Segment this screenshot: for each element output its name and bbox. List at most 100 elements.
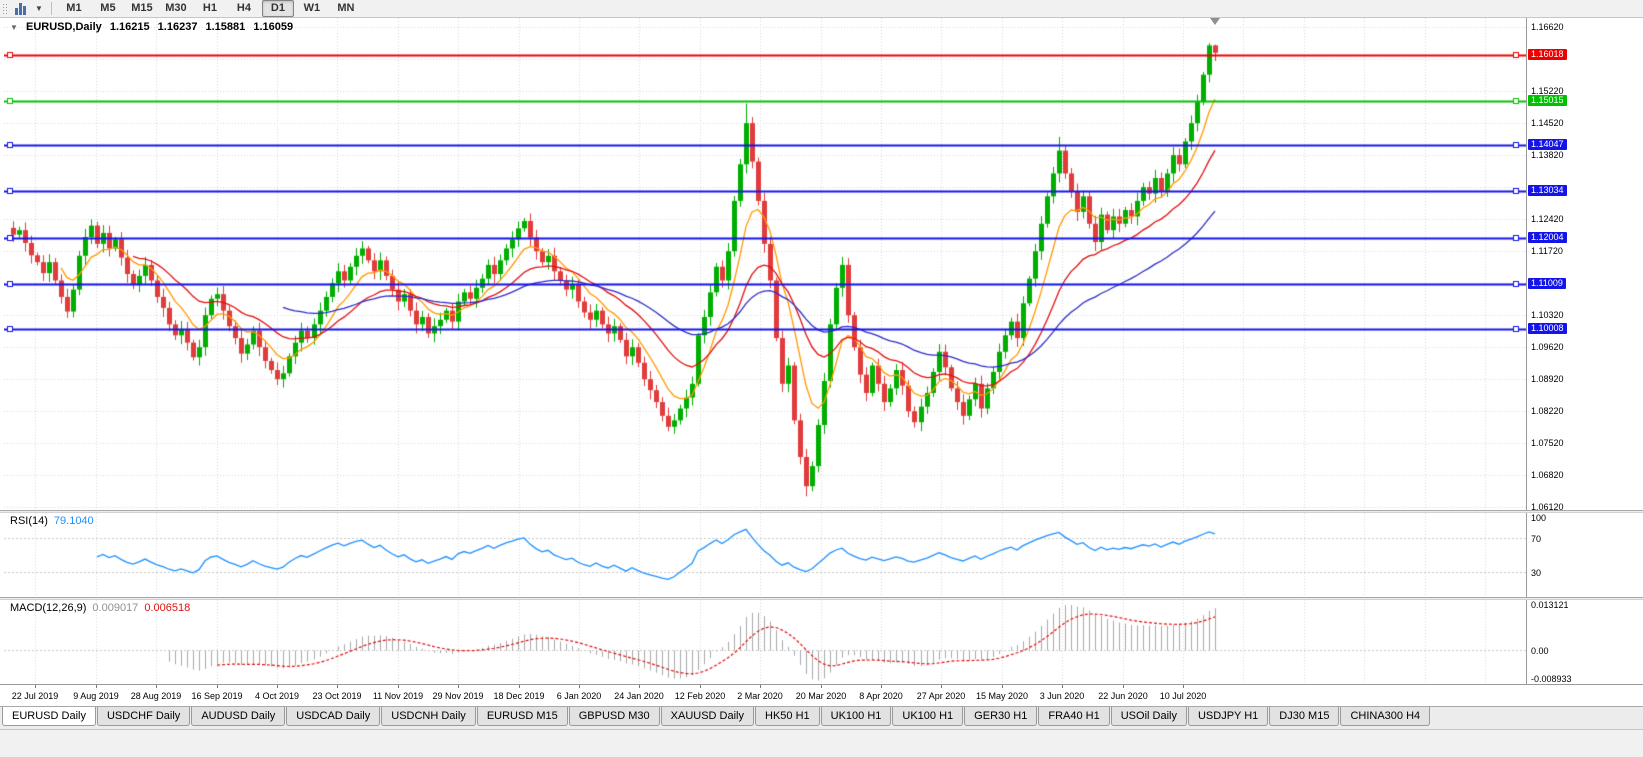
date-tick-label: 24 Jan 2020 [614,691,664,701]
timeframe-button-m1[interactable]: M1 [66,2,82,14]
main-chart-plot[interactable]: ▼ EURUSD,Daily 1.16215 1.16237 1.15881 1… [4,18,1526,510]
timeframe-button-mn[interactable]: MN [337,2,355,14]
price-tick-label: 1.09620 [1531,342,1564,353]
timeframe-button-w1[interactable]: W1 [303,2,321,14]
rsi-name: RSI(14) [10,515,48,527]
price-level-tag[interactable]: 1.14047 [1528,138,1567,150]
price-tick-label: 1.11720 [1531,246,1563,257]
chart-tab[interactable]: USDCNH Daily [381,707,476,726]
date-tick [277,685,278,688]
macd-plot[interactable]: MACD(12,26,9) 0.009017 0.006518 [4,600,1526,684]
price-tick-label: 1.08220 [1531,406,1564,417]
date-tick [639,685,640,688]
chart-tab[interactable]: EURUSD Daily [2,707,96,726]
date-tick [1183,685,1184,688]
rsi-panel: RSI(14) 79.1040 100 70 30 [0,513,1643,597]
date-tick-label: 18 Dec 2019 [493,691,545,701]
bar-icon-part [23,6,26,15]
price-tick-label: 1.16620 [1531,22,1564,33]
date-tick-label: 3 Jun 2020 [1039,691,1085,701]
date-tick-label: 12 Feb 2020 [674,691,726,701]
chart-tab[interactable]: USOil Daily [1110,707,1187,726]
dropdown-arrow-icon[interactable]: ▼ [35,4,43,13]
date-tick [881,685,882,688]
date-tick-label: 10 Jul 2020 [1159,691,1207,701]
date-tick-label: 9 Aug 2019 [73,691,119,701]
timeframe-button-h1[interactable]: H1 [202,2,217,14]
date-tick [96,685,97,688]
macd-name: MACD(12,26,9) [10,602,87,614]
date-tick [35,685,36,688]
date-tick [1123,685,1124,688]
main-chart-canvas[interactable] [4,18,1526,510]
macd-panel: MACD(12,26,9) 0.009017 0.006518 0.013121 0.… [0,600,1643,684]
bar-icon-part [19,3,22,15]
price-level-tag[interactable]: 1.16018 [1528,48,1567,60]
macd-canvas[interactable] [4,600,1526,684]
timeframe-button-h4[interactable]: H4 [236,2,251,14]
chart-ohlc-header: ▼ EURUSD,Daily 1.16215 1.16237 1.15881 1… [10,21,298,33]
one-click-trading-icon[interactable]: ▼ [10,23,18,32]
price-level-tag[interactable]: 1.12004 [1528,232,1567,244]
toolbar-drag-handle[interactable] [2,2,7,15]
price-level-tag[interactable]: 1.11009 [1528,277,1566,289]
price-level-tag[interactable]: 1.10008 [1528,323,1567,335]
date-tick-label: 22 Jul 2019 [11,691,59,701]
rsi-tick-label: 100 [1531,513,1547,523]
date-tick [941,685,942,688]
chart-tab[interactable]: UK100 H1 [820,707,892,726]
price-level-tag[interactable]: 1.13034 [1528,185,1567,197]
chart-type-icon[interactable] [13,2,33,15]
macd-label: MACD(12,26,9) 0.009017 0.006518 [10,602,196,614]
price-tick-label: 1.08920 [1531,374,1564,385]
chart-tab[interactable]: AUDUSD Daily [191,707,286,726]
date-tick-label: 4 Oct 2019 [254,691,300,701]
price-tick-label: 1.07520 [1531,438,1564,449]
date-tick-label: 2 Mar 2020 [737,691,783,701]
rsi-axis: 100 70 30 [1526,513,1643,597]
date-tick-label: 22 Jun 2020 [1098,691,1148,701]
date-tick [217,685,218,688]
macd-tick-label: 0.013121 [1531,600,1569,610]
chart-tab[interactable]: HK50 H1 [755,707,820,726]
panel-splitter[interactable] [0,510,1643,513]
price-tick-label: 1.06120 [1531,502,1564,510]
date-tick [579,685,580,688]
date-tick-label: 20 Mar 2020 [795,691,847,701]
date-tick [760,685,761,688]
panel-splitter[interactable] [0,597,1643,600]
chart-shift-marker[interactable] [1210,18,1220,25]
timeframe-buttons: M1 M5 M15 M30 H1 H4 D1 W1 MN [57,0,363,17]
timeframe-button-d1[interactable]: D1 [261,0,294,17]
chart-tab[interactable]: USDCHF Daily [96,707,191,726]
date-tick-label: 8 Apr 2020 [859,691,903,701]
date-tick [398,685,399,688]
low-value: 1.15881 [205,21,246,33]
close-value: 1.16059 [253,21,294,33]
rsi-plot[interactable]: RSI(14) 79.1040 [4,513,1526,597]
timeframe-button-m30[interactable]: M30 [165,2,187,14]
price-level-tag[interactable]: 1.15015 [1528,94,1567,106]
macd-tick-label: -0.008933 [1531,674,1572,684]
chart-tab[interactable]: XAUUSD Daily [660,707,754,726]
chart-tab[interactable]: GBPUSD M30 [568,707,660,726]
chart-tab[interactable]: DJ30 M15 [1269,707,1340,726]
macd-axis: 0.013121 0.00 -0.008933 [1526,600,1643,684]
price-tick-label: 1.14520 [1531,118,1564,129]
macd-tick-label: 0.00 [1531,645,1549,656]
timeframe-button-m15[interactable]: M15 [131,2,153,14]
chart-tab[interactable]: GER30 H1 [964,707,1038,726]
bar-icon-part [15,8,18,15]
chart-tab-bar: EURUSD Daily USDCHF Daily AUDUSD Daily USDC… [0,706,1643,729]
chart-tab[interactable]: CHINA300 H4 [1340,707,1431,726]
chart-tab[interactable]: USDJPY H1 [1187,707,1269,726]
chart-tab[interactable]: UK100 H1 [892,707,964,726]
chart-tab[interactable]: EURUSD M15 [476,707,568,726]
chart-tab[interactable]: FRA40 H1 [1038,707,1110,726]
open-value: 1.16215 [109,21,150,33]
price-tick-label: 1.15220 [1531,86,1564,97]
chart-tab[interactable]: USDCAD Daily [286,707,381,726]
timeframe-button-m5[interactable]: M5 [100,2,116,14]
rsi-canvas[interactable] [4,513,1526,597]
date-tick-label: 11 Nov 2019 [372,691,424,701]
